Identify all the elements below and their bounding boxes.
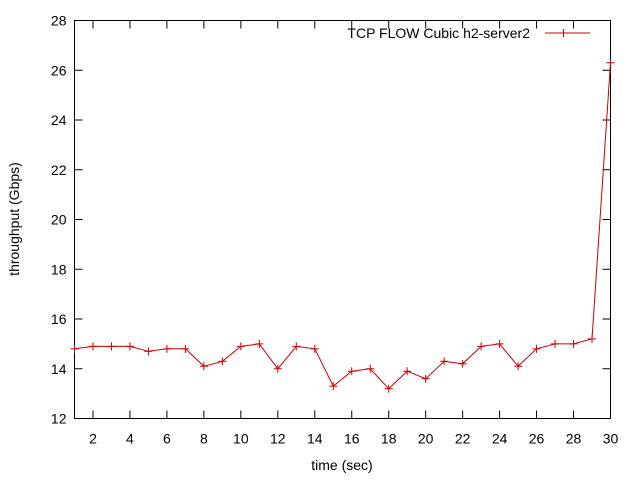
legend-sample — [545, 29, 590, 37]
y-axis-title: throughput (Gbps) — [6, 162, 22, 276]
data-point — [162, 344, 171, 353]
legend: TCP FLOW Cubic h2-server2 — [347, 25, 590, 41]
x-tick-label: 16 — [344, 431, 360, 447]
data-point — [569, 339, 578, 348]
data-point — [125, 342, 134, 351]
x-axis: 2 4 6 8 10 12 14 16 18 20 22 24 26 28 30 — [89, 20, 619, 447]
data-point — [403, 367, 412, 376]
x-tick-label: 24 — [492, 431, 508, 447]
x-tick-label: 22 — [455, 431, 471, 447]
data-point — [514, 362, 523, 371]
data-point — [310, 344, 319, 353]
x-tick-label: 2 — [89, 431, 97, 447]
series-line — [74, 62, 611, 390]
data-point — [606, 58, 615, 67]
y-axis: 12 14 16 18 20 22 24 26 28 — [51, 13, 611, 427]
y-tick-label: 26 — [51, 62, 67, 78]
x-axis-title: time (sec) — [311, 457, 372, 473]
data-point — [144, 347, 153, 356]
data-point — [273, 364, 282, 373]
y-tick-label: 24 — [51, 112, 67, 128]
x-tick-label: 20 — [418, 431, 434, 447]
data-point — [440, 357, 449, 366]
data-point — [70, 344, 79, 353]
data-point — [347, 367, 356, 376]
data-point — [532, 344, 541, 353]
data-point — [551, 339, 560, 348]
data-point — [384, 384, 393, 393]
legend-label: TCP FLOW Cubic h2-server2 — [347, 25, 530, 41]
y-tick-label: 28 — [51, 13, 67, 29]
x-tick-label: 26 — [529, 431, 545, 447]
y-tick-label: 12 — [51, 411, 67, 427]
data-point — [218, 357, 227, 366]
x-tick-label: 18 — [381, 431, 397, 447]
data-point — [329, 382, 338, 391]
data-point — [421, 374, 430, 383]
x-tick-label: 6 — [163, 431, 171, 447]
data-point — [199, 362, 208, 371]
data-point — [181, 344, 190, 353]
data-point — [458, 359, 467, 368]
data-point — [495, 339, 504, 348]
x-tick-label: 28 — [566, 431, 582, 447]
data-point — [588, 334, 597, 343]
x-tick-label: 14 — [307, 431, 323, 447]
y-tick-label: 18 — [51, 261, 67, 277]
x-tick-label: 12 — [270, 431, 286, 447]
y-tick-label: 14 — [51, 361, 67, 377]
x-tick-label: 30 — [603, 431, 619, 447]
y-tick-label: 22 — [51, 162, 67, 178]
data-point — [236, 342, 245, 351]
y-tick-label: 20 — [51, 212, 67, 228]
plot-frame — [74, 20, 611, 419]
x-tick-label: 10 — [233, 431, 249, 447]
data-point — [292, 342, 301, 351]
data-point — [255, 339, 264, 348]
data-point — [366, 364, 375, 373]
data-point — [107, 342, 116, 351]
data-point — [88, 342, 97, 351]
series-layer — [70, 58, 615, 393]
x-tick-label: 8 — [200, 431, 208, 447]
x-tick-label: 4 — [126, 431, 134, 447]
data-point — [477, 342, 486, 351]
y-tick-label: 16 — [51, 311, 67, 327]
